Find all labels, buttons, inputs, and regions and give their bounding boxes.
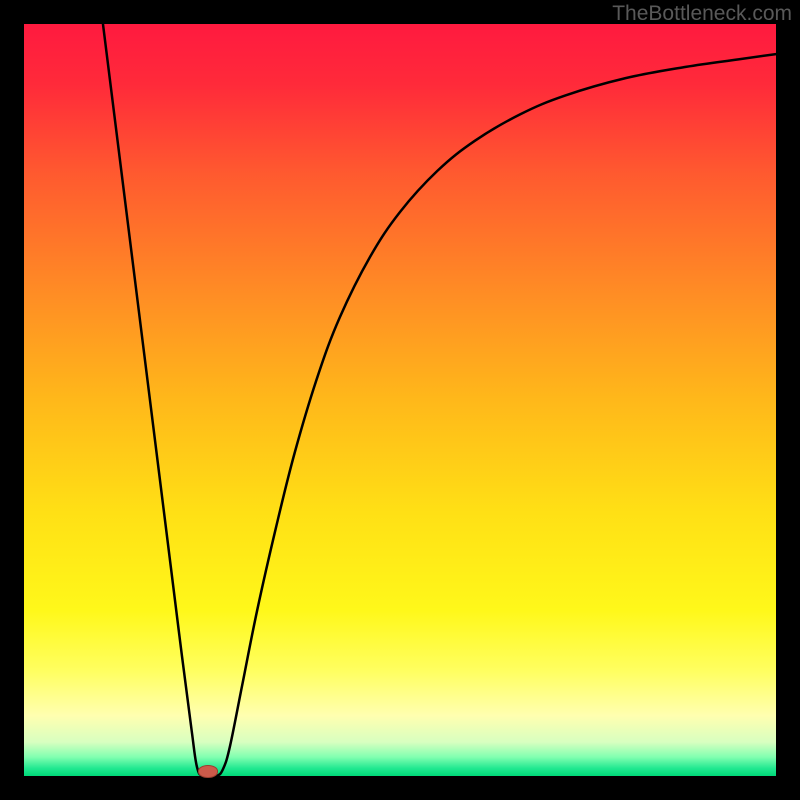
bottleneck-chart: TheBottleneck.com <box>0 0 800 800</box>
watermark-text: TheBottleneck.com <box>612 2 792 26</box>
bottleneck-curve <box>24 24 776 776</box>
minimum-marker <box>198 765 218 777</box>
plot-area <box>24 24 776 776</box>
